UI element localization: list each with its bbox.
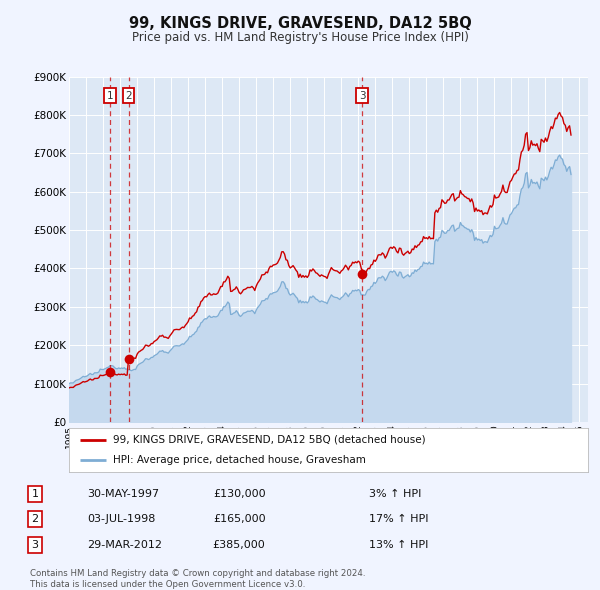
- Text: 1: 1: [107, 91, 113, 101]
- Text: £385,000: £385,000: [212, 540, 265, 550]
- Text: 3: 3: [359, 91, 365, 101]
- Text: 99, KINGS DRIVE, GRAVESEND, DA12 5BQ (detached house): 99, KINGS DRIVE, GRAVESEND, DA12 5BQ (de…: [113, 435, 426, 445]
- Text: £165,000: £165,000: [213, 514, 265, 525]
- Text: This data is licensed under the Open Government Licence v3.0.: This data is licensed under the Open Gov…: [30, 579, 305, 589]
- Text: 13% ↑ HPI: 13% ↑ HPI: [369, 540, 428, 550]
- Text: 2: 2: [125, 91, 132, 101]
- Text: 1: 1: [32, 489, 38, 499]
- Text: HPI: Average price, detached house, Gravesham: HPI: Average price, detached house, Grav…: [113, 455, 366, 465]
- Text: 99, KINGS DRIVE, GRAVESEND, DA12 5BQ: 99, KINGS DRIVE, GRAVESEND, DA12 5BQ: [128, 16, 472, 31]
- Text: 29-MAR-2012: 29-MAR-2012: [87, 540, 162, 550]
- Text: 3: 3: [32, 540, 38, 550]
- Text: 30-MAY-1997: 30-MAY-1997: [87, 489, 159, 499]
- Text: Price paid vs. HM Land Registry's House Price Index (HPI): Price paid vs. HM Land Registry's House …: [131, 31, 469, 44]
- Text: 2: 2: [31, 514, 38, 525]
- Text: 17% ↑ HPI: 17% ↑ HPI: [369, 514, 428, 525]
- Text: 03-JUL-1998: 03-JUL-1998: [87, 514, 155, 525]
- Text: £130,000: £130,000: [213, 489, 265, 499]
- Text: Contains HM Land Registry data © Crown copyright and database right 2024.: Contains HM Land Registry data © Crown c…: [30, 569, 365, 578]
- Text: 3% ↑ HPI: 3% ↑ HPI: [369, 489, 421, 499]
